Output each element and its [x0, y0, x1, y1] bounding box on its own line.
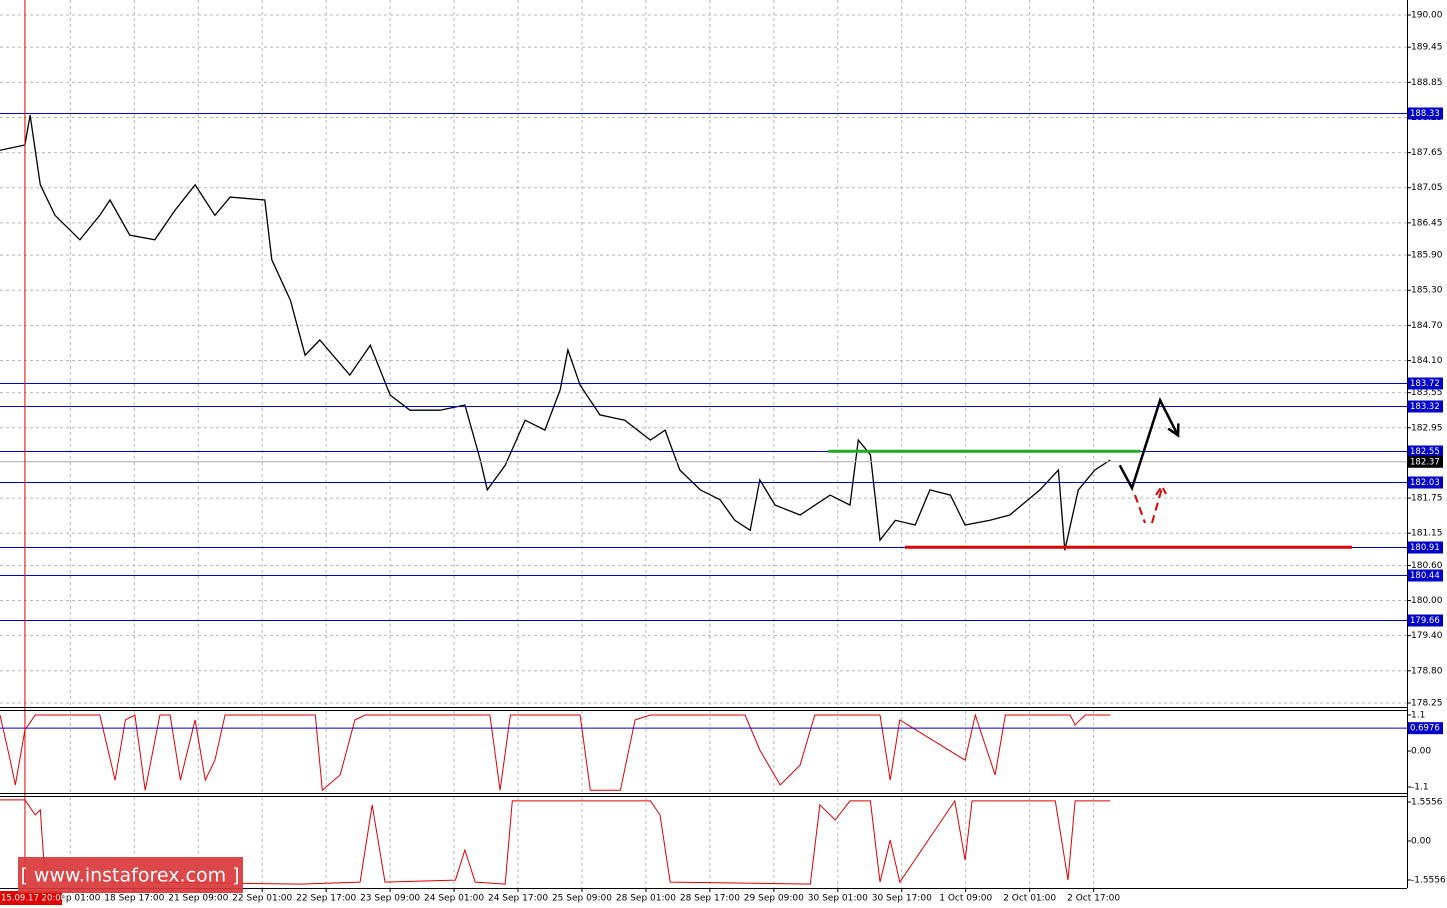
x-tick-label: 22 Sep 17:00	[296, 894, 356, 904]
watermark-box	[18, 857, 243, 893]
y-tick-label: 0.00	[1411, 747, 1431, 757]
level-box	[1408, 377, 1443, 390]
y-tick-label: -1.1	[1411, 783, 1429, 793]
x-tick-label: 18 Sep 01:00	[40, 894, 100, 904]
y-tick-label: 190.00	[1411, 11, 1443, 21]
level-box	[1408, 722, 1443, 735]
x-tick-label: 1 Oct 09:00	[939, 894, 992, 904]
y-tick-label: 185.90	[1411, 251, 1443, 261]
x-tick-label: 21 Sep 09:00	[168, 894, 228, 904]
x-tick-label: 25 Sep 09:00	[552, 894, 612, 904]
indicator-line	[0, 713, 1111, 792]
y-tick-label: 181.75	[1411, 494, 1443, 504]
y-tick-label: 178.80	[1411, 666, 1443, 676]
y-tick-label: 179.40	[1411, 631, 1443, 641]
x-tick-label: 30 Sep 17:00	[872, 894, 932, 904]
current-price-label: 182.37	[1410, 457, 1440, 467]
crosshair-label: 15.09.17 20:00	[1, 894, 66, 904]
alt-forecast-arrow	[1134, 484, 1167, 524]
x-tick-label: 30 Sep 01:00	[808, 894, 868, 904]
level-box	[1408, 569, 1443, 582]
y-tick-label: -1.5556	[1411, 876, 1446, 886]
y-tick-label: 183.55	[1411, 388, 1443, 398]
y-tick-label: 186.45	[1411, 218, 1443, 228]
y-tick-label: 180.60	[1411, 561, 1443, 571]
x-tick-label: 28 Sep 01:00	[616, 894, 676, 904]
y-tick-label: 185.30	[1411, 286, 1443, 296]
level-box	[1408, 541, 1443, 554]
price-line	[0, 114, 1111, 551]
level-label: 183.72	[1410, 379, 1440, 389]
level-label: 182.55	[1410, 447, 1440, 457]
y-tick-label: 187.05	[1411, 183, 1443, 193]
x-tick-label: 2 Oct 01:00	[1003, 894, 1056, 904]
level-box	[1408, 614, 1443, 627]
level-label: 183.32	[1410, 402, 1440, 412]
x-tick-label: 24 Sep 01:00	[424, 894, 484, 904]
y-tick-label: 0.00	[1411, 837, 1431, 847]
current-price-box	[1408, 455, 1443, 468]
x-tick-label: 28 Sep 17:00	[680, 894, 740, 904]
x-tick-label: 24 Sep 17:00	[488, 894, 548, 904]
level-label: 182.03	[1410, 478, 1440, 488]
level-box	[1408, 445, 1443, 458]
y-tick-label: 184.10	[1411, 356, 1443, 366]
level-label: 179.66	[1410, 616, 1440, 626]
watermark: [ www.instaforex.com ]	[20, 865, 239, 887]
level-label: 180.91	[1410, 543, 1440, 553]
crosshair-box	[0, 891, 62, 905]
level-box	[1408, 476, 1443, 489]
x-tick-label: 2 Oct 17:00	[1067, 894, 1120, 904]
y-tick-label: 189.45	[1411, 43, 1443, 53]
y-tick-label: 182.95	[1411, 423, 1443, 433]
level-label: 0.6976	[1410, 724, 1440, 734]
y-tick-label: 181.15	[1411, 529, 1443, 539]
y-tick-label: 187.65	[1411, 148, 1443, 158]
forecast-arrowhead	[1167, 423, 1180, 438]
x-tick-label: 22 Sep 01:00	[232, 894, 292, 904]
y-tick-label: 180.00	[1411, 596, 1443, 606]
forecast-arrow	[1118, 397, 1180, 492]
level-box	[1408, 400, 1443, 413]
y-tick-label: 184.70	[1411, 321, 1443, 331]
y-tick-label: 1.1	[1411, 711, 1425, 721]
x-tick-label: 29 Sep 09:00	[744, 894, 804, 904]
y-tick-label: 188.85	[1411, 78, 1443, 88]
level-label: 180.44	[1410, 571, 1440, 581]
y-tick-label: 178.25	[1411, 699, 1443, 709]
x-tick-label: 18 Sep 17:00	[104, 894, 164, 904]
level-box	[1408, 107, 1443, 120]
y-tick-label: 1.5556	[1411, 798, 1443, 808]
level-label: 188.33	[1410, 109, 1440, 119]
x-tick-label: 23 Sep 09:00	[360, 894, 420, 904]
